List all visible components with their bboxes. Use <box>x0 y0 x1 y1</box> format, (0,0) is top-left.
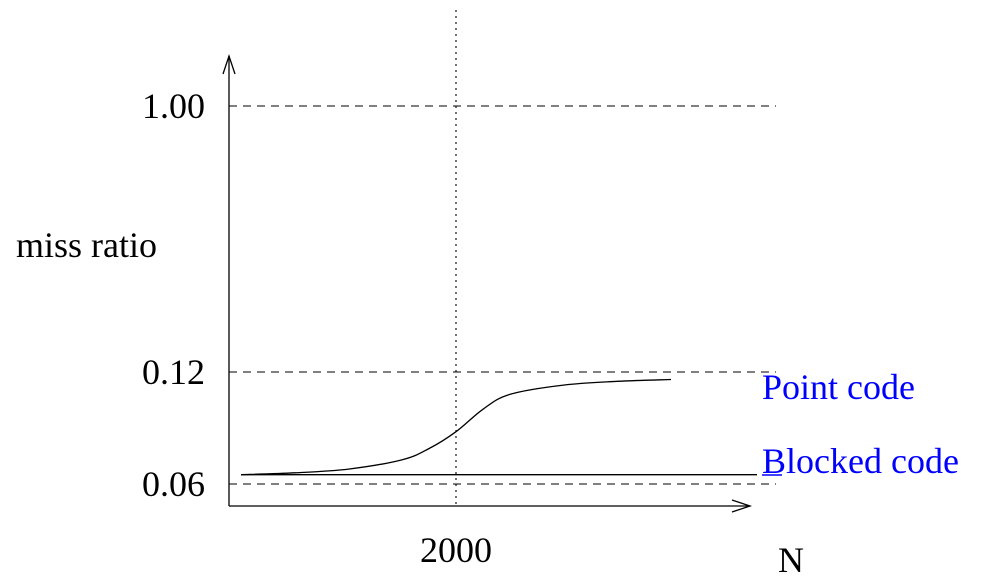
y-axis-arrowhead <box>222 53 236 75</box>
series-label-point-code: Point code <box>762 367 915 407</box>
series-lines <box>240 378 757 476</box>
series-label-blocked-code: Blocked code <box>762 441 959 481</box>
reference-lines <box>229 10 776 506</box>
x-axis-title: N <box>778 540 804 580</box>
y-axis-title: miss ratio <box>16 225 157 265</box>
y-tick-label-2: 1.00 <box>142 86 205 126</box>
x-axis-arrowhead <box>731 499 753 513</box>
y-tick-label-0: 0.06 <box>142 464 205 504</box>
tick-labels: 0.06 0.12 1.00 2000 <box>142 86 492 570</box>
x-tick-label-0: 2000 <box>420 530 492 570</box>
series-line-point-code <box>240 378 672 476</box>
y-tick-label-1: 0.12 <box>142 352 205 392</box>
